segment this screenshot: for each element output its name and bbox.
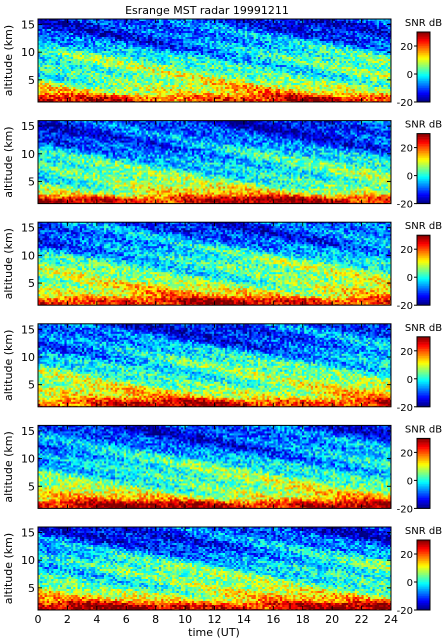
colorbar: -20 0 20 SNR dB — [397, 323, 443, 414]
colorbar-tick-label: 20 — [400, 144, 413, 155]
x-tick-label: 22 — [355, 613, 369, 626]
y-axis-label: altitude (km) — [2, 126, 15, 197]
x-tick-label: 20 — [325, 613, 339, 626]
y-tick-label: 10 — [21, 554, 35, 567]
y-tick-label: 10 — [21, 46, 35, 59]
colorbar-tick-label: -20 — [397, 504, 413, 515]
panel-4: 5 10 15 altitude (km) -20 0 20 SNR dB — [2, 323, 442, 414]
colorbar-tick-label: 20 — [400, 550, 413, 561]
heatmap-image — [38, 19, 391, 102]
colorbar-frame — [416, 133, 431, 205]
colorbar-frame — [416, 31, 431, 103]
colorbar-frame — [416, 539, 431, 611]
y-tick-label: 15 — [21, 323, 35, 336]
colorbar-label: SNR dB — [405, 120, 442, 131]
x-tick-label: 2 — [64, 613, 71, 626]
y-tick-label: 15 — [21, 120, 35, 133]
y-axis-label: altitude (km) — [2, 228, 15, 299]
colorbar-label: SNR dB — [405, 323, 442, 334]
x-tick-label: 12 — [208, 613, 222, 626]
y-tick-label: 5 — [28, 480, 35, 493]
x-axis-label: time (UT) — [188, 626, 240, 639]
colorbar: -20 0 20 SNR dB — [397, 120, 443, 211]
colorbar-tick-label: 20 — [400, 42, 413, 53]
y-tick-label: 5 — [28, 175, 35, 188]
y-tick-label: 15 — [21, 222, 35, 235]
colorbar-tick-label: 0 — [407, 578, 413, 589]
colorbar-frame — [416, 234, 431, 306]
y-tick-label: 15 — [21, 19, 35, 32]
colorbar-tick-label: 0 — [407, 70, 413, 81]
chart-title: Esrange MST radar 19991211 — [125, 4, 289, 17]
y-tick-label: 5 — [28, 74, 35, 87]
x-tick-label: 10 — [178, 613, 192, 626]
colorbar-tick-label: -20 — [397, 200, 413, 211]
colorbar-label: SNR dB — [405, 18, 442, 29]
y-axis-label: altitude (km) — [2, 25, 15, 96]
y-tick-label: 10 — [21, 249, 35, 262]
y-axis-label: altitude (km) — [2, 533, 15, 604]
colorbar-tick-label: 20 — [400, 347, 413, 358]
y-tick-label: 5 — [28, 379, 35, 392]
colorbar-label: SNR dB — [405, 221, 442, 232]
colorbar-tick-label: 0 — [407, 476, 413, 487]
heatmap-image — [38, 222, 391, 306]
panel-3: 5 10 15 altitude (km) -20 0 20 SNR dB — [2, 221, 442, 312]
colorbar-tick-label: 0 — [407, 172, 413, 183]
colorbar-tick-label: 0 — [407, 375, 413, 386]
panel-1: 5 10 15 altitude (km) -20 0 20 SNR dB — [2, 18, 442, 109]
colorbar: -20 0 20 SNR dB — [397, 18, 443, 109]
colorbar: -20 0 20 SNR dB — [397, 221, 443, 312]
colorbar-label: SNR dB — [405, 526, 442, 537]
x-tick-label: 8 — [152, 613, 159, 626]
y-axis-label: altitude (km) — [2, 330, 15, 401]
y-tick-label: 10 — [21, 148, 35, 161]
colorbar-tick-label: -20 — [397, 403, 413, 414]
y-tick-label: 5 — [28, 582, 35, 595]
heatmap-image — [38, 120, 391, 204]
x-tick-label: 16 — [266, 613, 280, 626]
colorbar-tick-label: 20 — [400, 448, 413, 459]
y-tick-label: 15 — [21, 425, 35, 438]
heatmap-image — [38, 425, 391, 509]
colorbar-frame — [416, 336, 431, 408]
panel-5: 5 10 15 altitude (km) -20 0 20 SNR dB — [2, 424, 442, 515]
y-tick-label: 10 — [21, 351, 35, 364]
colorbar-tick-label: -20 — [397, 606, 413, 617]
x-tick-label: 4 — [93, 613, 100, 626]
colorbar: -20 0 20 SNR dB — [397, 424, 443, 515]
heatmap-image — [38, 323, 391, 407]
y-tick-label: 10 — [21, 453, 35, 466]
colorbar-tick-label: -20 — [397, 98, 413, 109]
colorbar: -20 0 20 SNR dB — [397, 526, 443, 617]
colorbar-tick-label: -20 — [397, 301, 413, 312]
panel-2: 5 10 15 altitude (km) -20 0 20 SNR dB — [2, 120, 442, 211]
y-tick-label: 15 — [21, 527, 35, 540]
y-axis-label: altitude (km) — [2, 431, 15, 502]
x-tick-label: 14 — [237, 613, 251, 626]
x-tick-label: 24 — [384, 613, 398, 626]
heatmap-image — [38, 527, 391, 610]
x-tick-label: 6 — [123, 613, 130, 626]
x-tick-label: 18 — [296, 613, 310, 626]
y-tick-label: 5 — [28, 277, 35, 290]
colorbar-tick-label: 0 — [407, 273, 413, 284]
colorbar-label: SNR dB — [405, 424, 442, 435]
x-tick-label: 0 — [35, 613, 42, 626]
colorbar-frame — [416, 437, 431, 509]
colorbar-tick-label: 20 — [400, 245, 413, 256]
